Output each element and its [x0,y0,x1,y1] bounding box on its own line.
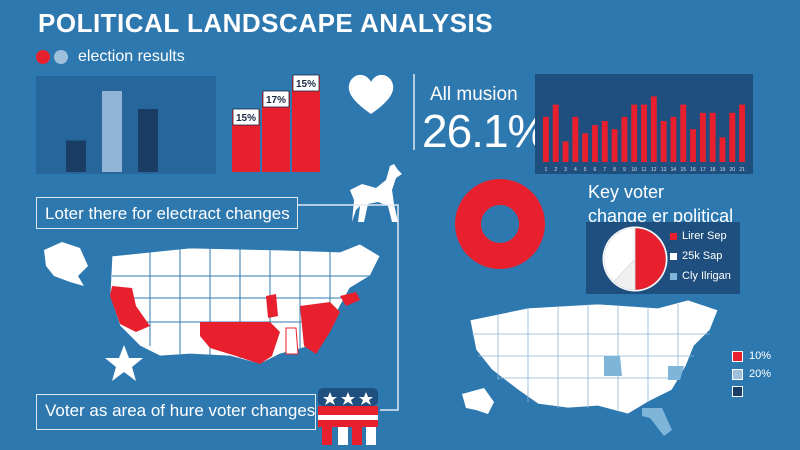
tick-label: 7 [603,167,606,173]
bar-label: 15% [296,79,316,90]
bar [690,129,696,162]
bar [729,112,736,162]
bar [631,104,638,162]
bar [739,104,746,162]
legend-dot-light [54,50,68,64]
map-legend-item [732,386,771,397]
caption-top: Loter there for electract changes [36,197,298,229]
bar [552,104,559,162]
pie-legend-item: 25k Sap [670,250,731,262]
pie-legend-item: Cly Ilrigan [670,270,731,282]
tick-label: 18 [710,167,716,173]
bar [699,112,706,162]
tick-label: 13 [661,167,667,173]
tick-label: 20 [730,167,736,173]
heart-icon [345,70,397,123]
tick-label: 16 [690,167,696,173]
star-icon [104,344,144,387]
donut-chart [454,178,546,275]
bar [292,76,320,172]
legend: election results [36,48,185,66]
tick-label: 6 [594,167,597,173]
bar [542,116,549,162]
right-bar-panel: 1 2 3 4 5 6 7 8 9 10 11 12 13 14 15 16 17 18 19 20 21 [535,74,753,174]
map-legend-item: 20% [732,368,771,380]
left-bar-panel [36,76,216,174]
tick-label: 2 [554,167,557,173]
bar-label: 17% [266,95,286,106]
tick-label: 9 [623,167,626,173]
bar [680,104,687,162]
bar-label-box [262,90,290,108]
bar [582,133,589,162]
pie-panel: Lirer Sep 25k Sap Cly Ilrigan [586,222,740,294]
bar-label-box [232,108,260,126]
pie-legend-item: Lirer Sep [670,230,731,242]
pie-slice [634,227,667,291]
bar [601,121,608,162]
stat-value: 26.1% [422,105,548,157]
stat-heading: All musion [430,84,518,105]
bar [641,104,647,162]
pie-legend: Lirer Sep 25k Sap Cly Ilrigan [670,230,731,282]
tick-label: 11 [641,167,646,173]
caption-bottom: Voter as area of hure voter changes [36,394,316,430]
percent-bar-chart: 15% 17% 15% [232,68,328,172]
tick-label: 3 [564,167,567,173]
tick-label: 5 [584,167,587,173]
key-voter-line2: change er political [588,206,734,226]
tick-label: 14 [671,167,677,173]
dog-icon [342,160,404,229]
pie-chart [602,226,668,292]
key-voter-heading: Key voter change er political [588,180,733,228]
bar [611,129,618,162]
bar [621,116,628,162]
tick-label: 8 [613,167,616,173]
bar [670,116,677,162]
tick-label: 19 [720,167,726,173]
tick-label: 21 [739,167,745,173]
bar [592,125,598,162]
key-voter-line1: Key voter [588,182,665,202]
us-map-left [40,236,390,391]
bar [660,121,667,162]
bar [138,109,158,172]
tick-label: 12 [651,167,657,173]
tick-label: 17 [700,167,706,173]
tick-label: 10 [631,167,637,173]
right-bar-chart: 1 2 3 4 5 6 7 8 9 10 11 12 13 14 15 16 17 18 19 20 21 [542,96,746,173]
us-map-right [458,290,728,445]
tick-label: 15 [680,167,686,173]
bar [66,140,86,172]
elephant-icon [316,384,386,450]
bar [650,96,657,162]
legend-label: election results [78,48,185,65]
pie-slice [603,227,636,283]
bar [562,141,569,162]
tick-label: 1 [545,167,548,173]
page-title: POLITICAL LANDSCAPE ANALYSIS [38,8,494,38]
tick-label: 4 [574,167,577,173]
bar [719,137,726,162]
map-legend: 10% 20% [732,350,771,397]
bar-label-box [292,74,320,92]
bar [709,112,716,162]
left-bar-chart [66,91,158,172]
bar-label: 15% [236,113,256,124]
legend-dot-red [36,50,50,64]
map-legend-item: 10% [732,350,771,362]
bar [102,91,122,172]
bar [572,116,579,162]
